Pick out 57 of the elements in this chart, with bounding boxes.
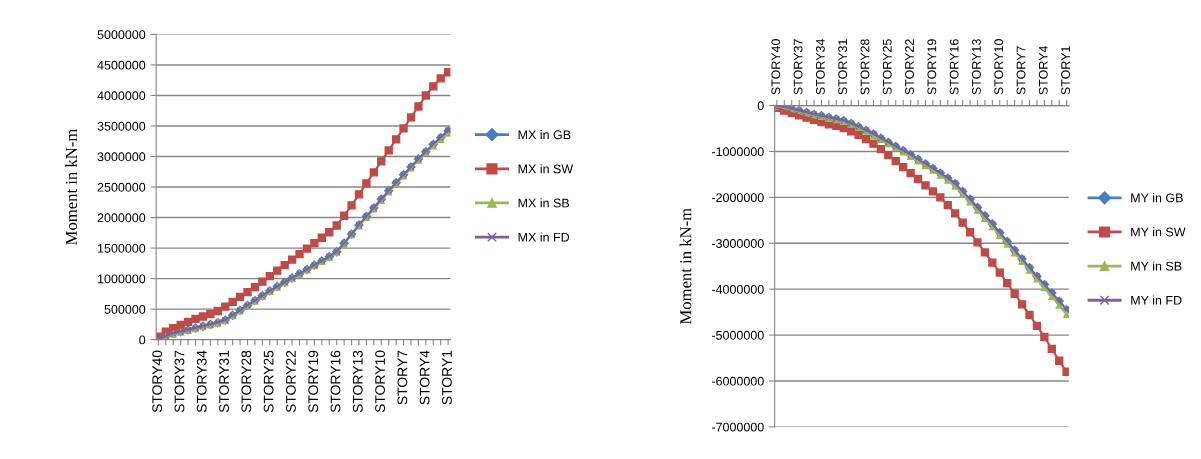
x-tick-label: STORY4	[1038, 45, 1048, 95]
legend-label: MX in FD	[518, 232, 570, 242]
y-tick-label: -7000000	[711, 422, 764, 432]
x-tick-label: STORY13	[972, 39, 981, 95]
legend-label: MX in SB	[518, 198, 570, 208]
legend-label: MY in FD	[1131, 295, 1182, 305]
x-tick-label: STORY13	[352, 350, 363, 413]
x-tick-label: STORY31	[838, 39, 848, 95]
legend-label: MY in GB	[1131, 193, 1183, 203]
x-tick-label: STORY16	[330, 350, 341, 413]
x-tick-label: STORY40	[152, 350, 163, 413]
y-tick-label: 0	[139, 335, 146, 345]
x-tick-label: STORY10	[375, 350, 385, 413]
x-tick-label: STORY1	[442, 350, 452, 405]
y-tick-label: 0	[757, 101, 764, 111]
x-tick-label: STORY40	[771, 39, 781, 95]
x-tick-label: STORY34	[196, 350, 207, 413]
y-tick-label: 2500000	[97, 182, 146, 192]
x-tick-label: STORY19	[308, 350, 319, 413]
x-tick-label: STORY16	[949, 39, 959, 95]
x-tick-label: STORY22	[905, 39, 914, 95]
x-tick-label: STORY7	[1016, 46, 1026, 95]
x-tick-label: STORY28	[860, 39, 870, 95]
y-tick-label: -4000000	[711, 284, 764, 294]
y-tick-label: 1000000	[98, 274, 146, 284]
x-tick-label: STORY34	[815, 38, 825, 95]
x-tick-label: STORY31	[219, 350, 229, 413]
legend-label: MX in GB	[518, 129, 571, 140]
y-tick-label: 2000000	[97, 213, 146, 223]
x-tick-label: STORY25	[882, 39, 892, 95]
y-tick-label: 5000000	[97, 30, 146, 40]
x-tick-label: STORY10	[994, 39, 1004, 95]
y-tick-label: 4500000	[97, 60, 146, 70]
y-tick-label: -3000000	[711, 239, 764, 248]
y-tick-label: -6000000	[711, 376, 764, 386]
y-tick-label: -5000000	[711, 330, 764, 340]
x-tick-label: STORY37	[793, 39, 803, 95]
y-tick-label: 500000	[104, 304, 146, 314]
legend-label: MX in SW	[518, 164, 574, 174]
x-tick-label: STORY28	[241, 350, 252, 413]
x-tick-label: STORY25	[263, 350, 274, 413]
legend-label: MY in SB	[1131, 261, 1182, 271]
y-tick-label: -1000000	[711, 147, 764, 157]
y-axis-title: Moment in kN-m	[65, 128, 77, 245]
x-tick-label: STORY37	[174, 350, 185, 413]
x-tick-label: STORY4	[419, 350, 430, 405]
legend-label: MY in SW	[1131, 227, 1186, 237]
y-tick-label: -2000000	[711, 193, 764, 203]
y-tick-label: 3000000	[97, 152, 146, 162]
x-tick-label: STORY7	[397, 350, 408, 405]
y-tick-label: 3500000	[97, 121, 146, 131]
x-tick-label: STORY1	[1061, 46, 1071, 95]
x-tick-label: STORY22	[286, 350, 296, 413]
y-tick-label: 1500000	[98, 243, 146, 253]
x-tick-label: STORY19	[927, 39, 937, 95]
y-tick-label: 4000000	[97, 91, 146, 101]
y-axis-title: Moment in kN-m	[679, 208, 692, 325]
